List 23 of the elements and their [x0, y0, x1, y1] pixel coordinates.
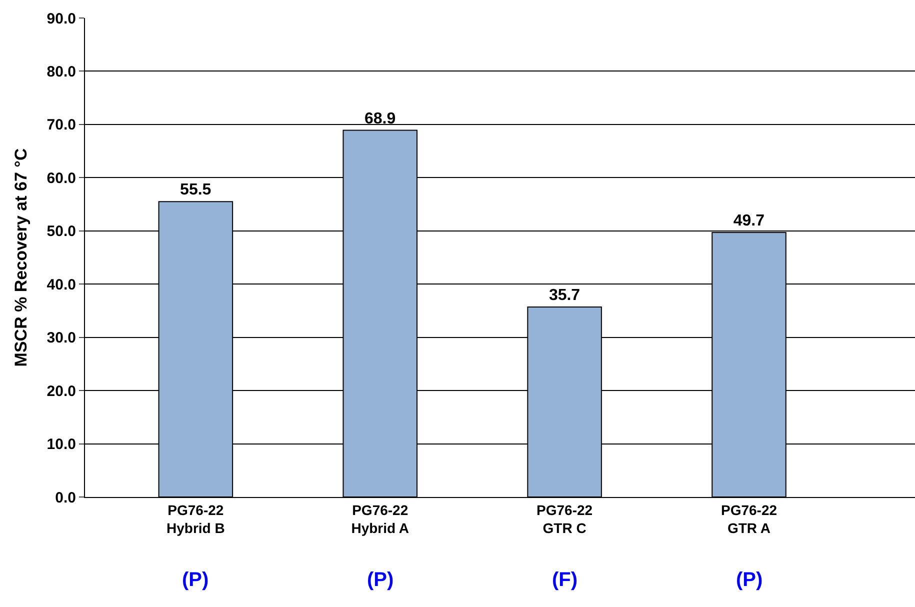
x-tick-label: PG76-22 GTR A — [720, 502, 778, 536]
y-tick-label: 80.0 — [46, 63, 76, 80]
data-label: 55.5 — [180, 182, 212, 199]
y-tick-label: 10.0 — [46, 436, 76, 454]
data-label: 49.7 — [733, 212, 765, 230]
y-tick-label: 70.0 — [46, 116, 76, 134]
text: (F) — [552, 569, 578, 591]
y-tick-label: 50.0 — [46, 223, 76, 240]
data-label: 35.7 — [548, 287, 580, 304]
text: (P) — [182, 569, 209, 591]
x-tick-label: PG76-22 GTR C — [536, 502, 593, 536]
y-tick-label: 60.0 — [46, 170, 76, 187]
text: (P) — [367, 569, 394, 591]
x-tick-label: PG76-22 Hybrid A — [351, 502, 410, 536]
x-tick-label: PG76-22 Hybrid B — [166, 502, 225, 536]
data-label: 68.9 — [364, 110, 396, 128]
text: (P) — [736, 569, 763, 591]
y-tick-label: 20.0 — [46, 382, 76, 400]
y-axis-title: MSCR % Recovery at 67 °C — [11, 148, 30, 367]
y-tick-label: 90.0 — [46, 10, 76, 28]
y-tick-label: 40.0 — [46, 276, 76, 294]
y-tick-label: 0.0 — [55, 489, 76, 506]
y-tick-label: 30.0 — [46, 330, 76, 347]
